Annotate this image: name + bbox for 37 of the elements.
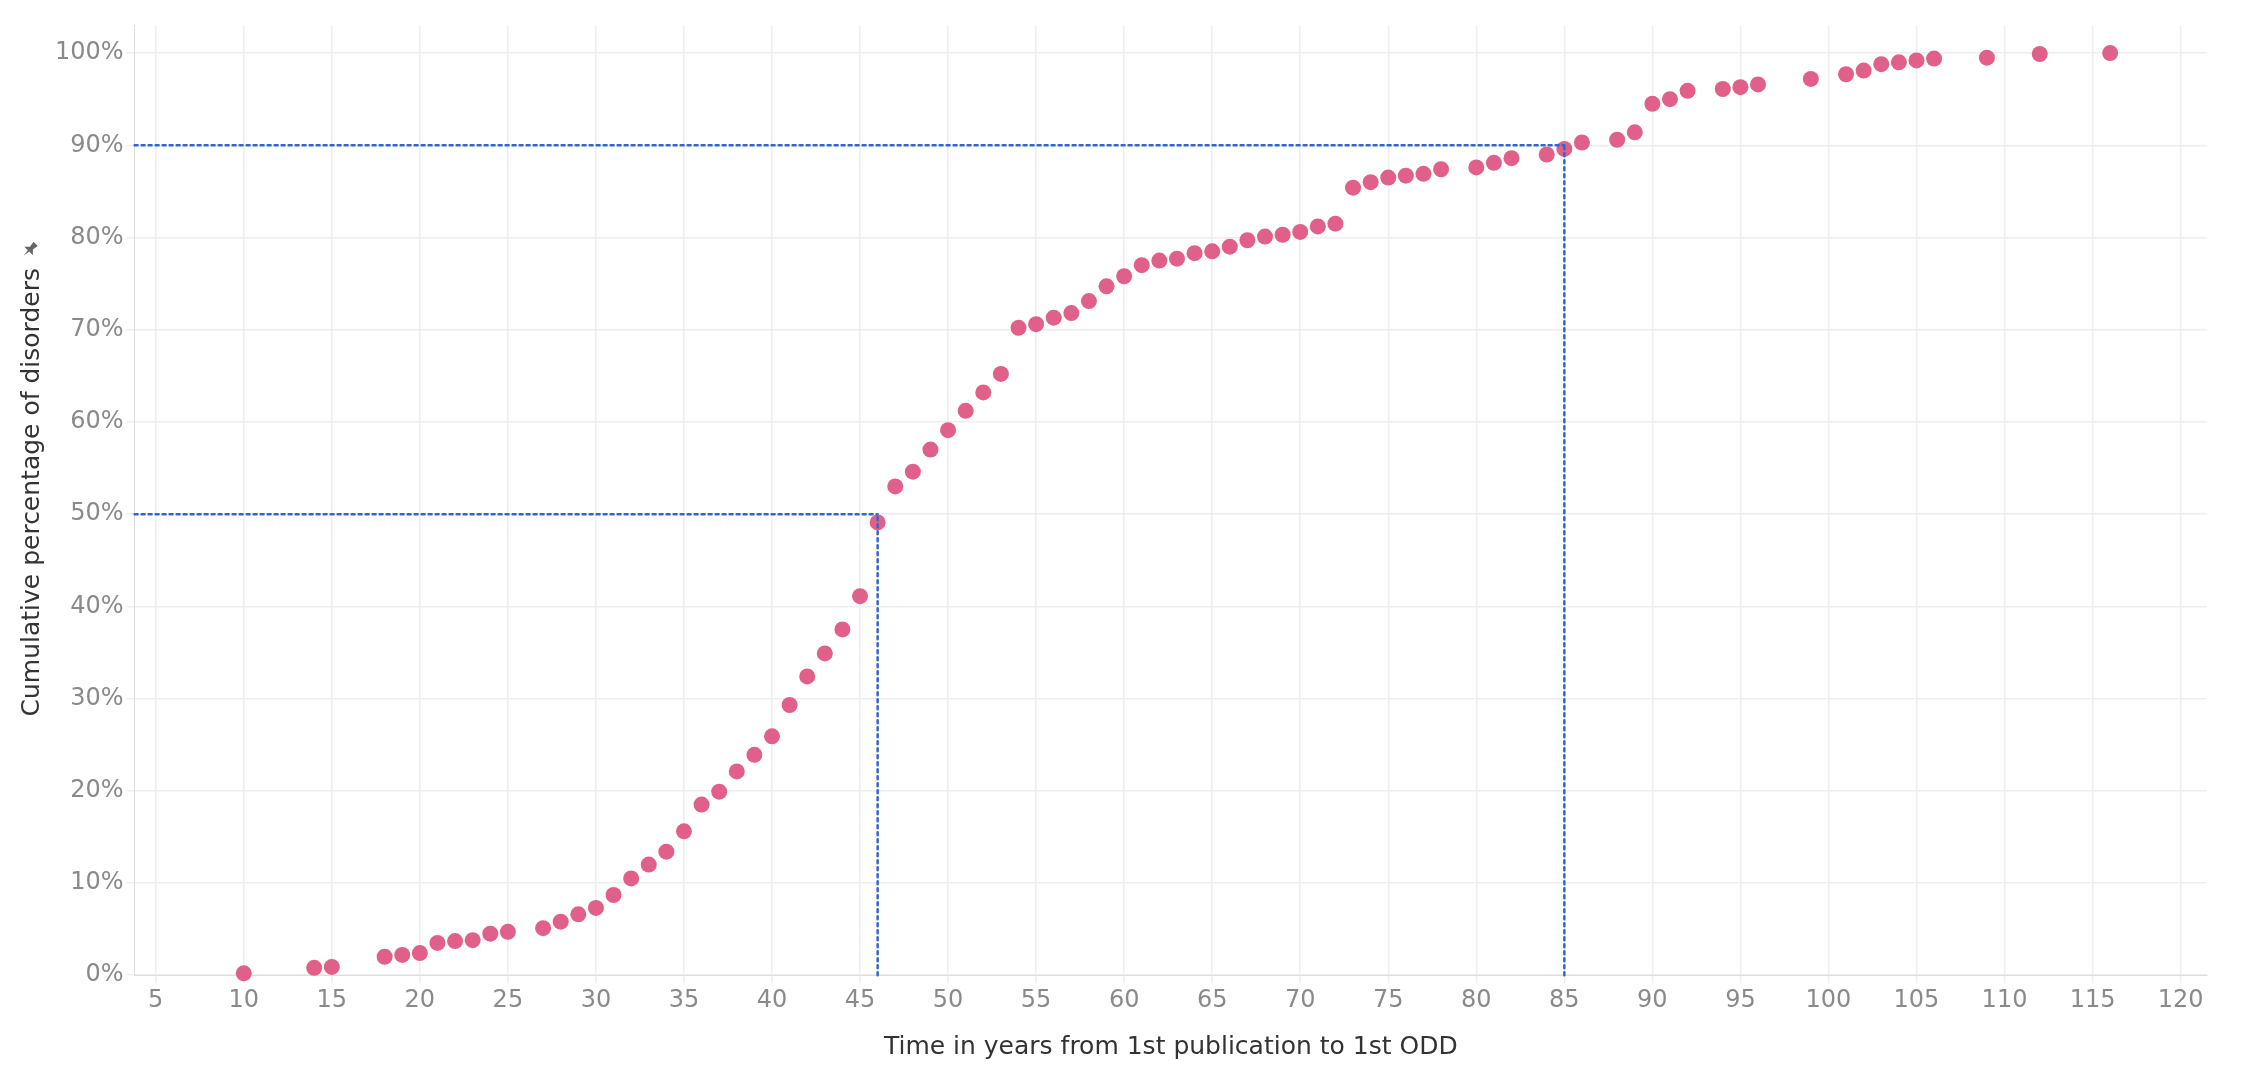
y-tick-label: 10% (70, 867, 124, 896)
x-tick-label: 115 (2069, 984, 2116, 1013)
x-tick-label: 120 (2157, 984, 2204, 1013)
x-tick-label: 70 (1284, 984, 1316, 1013)
x-tick-label: 95 (1725, 984, 1756, 1013)
x-tick-label: 45 (844, 984, 876, 1013)
y-tick-label: 70% (70, 313, 124, 342)
y-axis-title: Cumulative percentage of disorders (15, 267, 45, 717)
x-tick-label: 75 (1372, 984, 1404, 1013)
x-tick-label: 25 (492, 984, 524, 1013)
x-tick-label: 80 (1461, 984, 1492, 1013)
y-tick-label: 40% (70, 590, 124, 619)
x-tick-label: 60 (1108, 984, 1140, 1013)
x-tick-label: 35 (668, 984, 700, 1013)
y-tick-label: 60% (70, 406, 124, 435)
y-tick-label: 50% (70, 498, 124, 527)
x-tick-label: 65 (1196, 984, 1228, 1013)
x-axis-title: Time in years from 1st publication to 1st ODD (882, 1030, 1458, 1060)
x-tick-label: 5 (148, 984, 164, 1013)
x-tick-label: 55 (1020, 984, 1052, 1013)
x-tick-label: 110 (1981, 984, 2028, 1013)
x-tick-label: 40 (756, 984, 788, 1013)
y-tick-label: 20% (70, 775, 124, 804)
y-tick-label: 30% (70, 682, 124, 711)
x-tick-label: 15 (316, 984, 348, 1013)
x-tick-label: 50 (932, 984, 964, 1013)
x-tick-label: 20 (404, 984, 436, 1013)
x-tick-label: 90 (1637, 984, 1668, 1013)
y-tick-label: 100% (54, 37, 124, 66)
x-tick-label: 85 (1549, 984, 1580, 1013)
x-tick-label: 10 (228, 984, 260, 1013)
y-tick-label: 0% (85, 959, 124, 988)
y-tick-label: 90% (70, 129, 124, 158)
x-tick-label: 105 (1893, 984, 1940, 1013)
y-tick-label: 80% (70, 221, 124, 250)
x-tick-label: 100 (1805, 984, 1852, 1013)
x-tick-label: 30 (580, 984, 612, 1013)
